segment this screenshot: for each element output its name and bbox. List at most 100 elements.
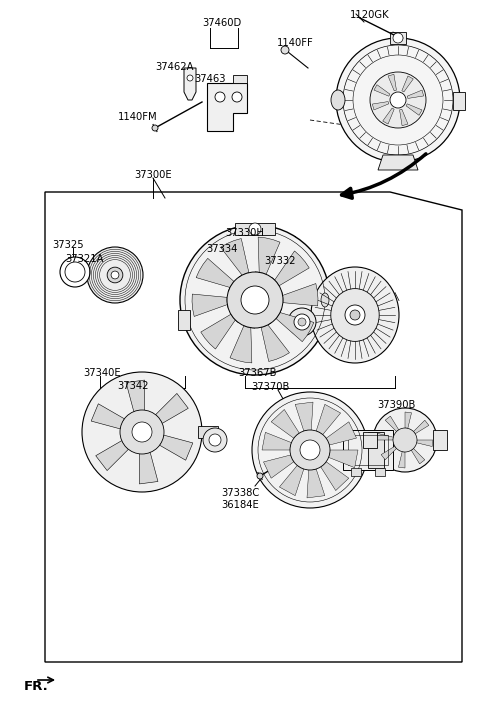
- Bar: [351, 468, 361, 476]
- Polygon shape: [402, 76, 413, 92]
- Polygon shape: [413, 420, 429, 434]
- Bar: [433, 430, 447, 450]
- Text: 37460D: 37460D: [203, 18, 241, 28]
- Text: 1140FM: 1140FM: [118, 112, 158, 122]
- Text: 37330H: 37330H: [226, 228, 264, 238]
- Circle shape: [152, 125, 158, 131]
- Circle shape: [373, 408, 437, 472]
- Circle shape: [281, 46, 289, 54]
- Circle shape: [215, 92, 225, 102]
- Polygon shape: [368, 432, 384, 468]
- Circle shape: [252, 392, 368, 508]
- Text: 37334: 37334: [206, 244, 238, 254]
- Circle shape: [370, 72, 426, 128]
- Ellipse shape: [321, 293, 329, 307]
- Circle shape: [257, 473, 263, 479]
- Text: 36184E: 36184E: [221, 500, 259, 510]
- Polygon shape: [398, 451, 405, 468]
- Circle shape: [111, 271, 119, 279]
- Circle shape: [87, 247, 143, 303]
- Polygon shape: [411, 449, 425, 464]
- Polygon shape: [271, 409, 300, 439]
- Polygon shape: [378, 155, 418, 170]
- Circle shape: [65, 262, 85, 282]
- Polygon shape: [383, 108, 394, 124]
- Circle shape: [227, 272, 283, 328]
- Polygon shape: [316, 404, 341, 434]
- Polygon shape: [279, 466, 304, 496]
- Bar: [198, 426, 218, 438]
- Circle shape: [393, 428, 417, 452]
- Polygon shape: [276, 309, 314, 342]
- Circle shape: [187, 75, 193, 81]
- Text: 37370B: 37370B: [251, 382, 289, 392]
- Polygon shape: [307, 469, 325, 498]
- Circle shape: [82, 372, 202, 492]
- Text: FR.: FR.: [24, 680, 49, 693]
- Polygon shape: [201, 314, 239, 349]
- Polygon shape: [255, 237, 280, 274]
- Polygon shape: [381, 446, 396, 460]
- Text: 37463: 37463: [194, 74, 226, 84]
- Text: 37332: 37332: [264, 256, 296, 266]
- Text: 37342: 37342: [117, 381, 149, 391]
- Polygon shape: [264, 455, 294, 478]
- Ellipse shape: [345, 305, 365, 325]
- Polygon shape: [230, 325, 255, 363]
- Bar: [375, 468, 385, 476]
- Polygon shape: [282, 283, 318, 306]
- Polygon shape: [407, 90, 424, 98]
- Polygon shape: [221, 239, 249, 278]
- Polygon shape: [178, 310, 190, 330]
- Polygon shape: [405, 412, 411, 429]
- Circle shape: [290, 430, 330, 470]
- Circle shape: [203, 428, 227, 452]
- Polygon shape: [399, 109, 408, 126]
- Circle shape: [209, 434, 221, 446]
- Polygon shape: [159, 435, 193, 460]
- Text: 37462A: 37462A: [156, 62, 194, 72]
- Polygon shape: [377, 434, 393, 440]
- Polygon shape: [385, 416, 399, 431]
- Bar: [363, 432, 377, 448]
- Circle shape: [393, 33, 403, 43]
- Text: 37390B: 37390B: [377, 400, 415, 410]
- Polygon shape: [272, 251, 309, 286]
- Polygon shape: [156, 394, 188, 424]
- Circle shape: [241, 286, 269, 314]
- Polygon shape: [184, 68, 196, 100]
- Ellipse shape: [350, 310, 360, 320]
- Polygon shape: [388, 74, 396, 90]
- Polygon shape: [261, 323, 289, 362]
- Text: 1140FF: 1140FF: [276, 38, 313, 48]
- Circle shape: [249, 223, 261, 235]
- Bar: [348, 435, 388, 465]
- Text: 37321A: 37321A: [66, 254, 104, 264]
- Polygon shape: [207, 83, 247, 131]
- Text: 37338C: 37338C: [221, 488, 259, 498]
- Polygon shape: [91, 404, 124, 429]
- Bar: [343, 430, 393, 470]
- Ellipse shape: [331, 288, 379, 341]
- Circle shape: [300, 440, 320, 460]
- Polygon shape: [321, 462, 349, 491]
- Polygon shape: [417, 440, 433, 446]
- Text: 37300E: 37300E: [134, 170, 172, 180]
- Circle shape: [120, 410, 164, 454]
- Circle shape: [180, 225, 330, 375]
- Circle shape: [132, 422, 152, 442]
- Bar: [390, 32, 406, 44]
- Text: 37340E: 37340E: [83, 368, 121, 378]
- Circle shape: [294, 314, 310, 330]
- Polygon shape: [329, 450, 358, 468]
- Polygon shape: [372, 102, 389, 110]
- Polygon shape: [45, 192, 462, 662]
- Polygon shape: [126, 380, 144, 412]
- Polygon shape: [192, 294, 228, 316]
- Circle shape: [336, 38, 460, 162]
- Polygon shape: [139, 452, 158, 484]
- Polygon shape: [374, 85, 390, 96]
- Ellipse shape: [331, 90, 345, 110]
- Polygon shape: [233, 75, 247, 83]
- Circle shape: [298, 318, 306, 326]
